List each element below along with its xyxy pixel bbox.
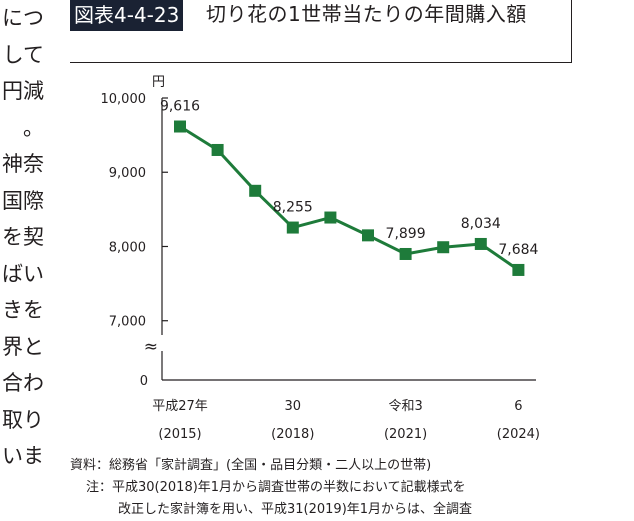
body-text-line: ばい [2,261,44,286]
data-point [474,237,487,250]
note-label: 注： [86,480,113,495]
data-point [174,120,186,133]
footnote-continued: 改正した家計簿を用い、平成31(2019)年1月からは、全調査 [70,499,634,521]
data-point [211,143,224,156]
y-tick-label: 10,000 [101,92,147,107]
x-tick-label: 6 [514,399,522,414]
note-text-1: 平成30(2018)年1月から調査世帯の半数において記載様式を [112,480,466,495]
body-text-line: 取り [2,407,44,432]
body-text-line: につ [2,6,44,30]
x-tick-year-label: (2021) [384,427,427,442]
data-label: 7,684 [498,242,538,258]
footnote: 注：平成30(2018)年1月から調査世帯の半数において記載様式を [70,477,634,499]
figure-notes: 資料：総務省「家計調査」(全国・品目分類・二人以上の世帯) 注：平成30(201… [70,455,634,521]
y-tick-label: 7,000 [109,315,146,330]
body-text-line: 。 [23,115,44,140]
data-label: 7,899 [386,226,426,242]
line-chart: 円 ≈0 7,000 8,000 9,000 10,000 9,616 8,255 7,899 8… [101,75,541,442]
data-label: 9,616 [160,99,200,115]
figure-header: 図表4-4-23 切り花の1世帯当たりの年間購入額 [70,0,572,63]
y-tick-label: 9,000 [109,166,146,181]
x-tick-year-label: (2018) [271,427,314,442]
data-point [512,263,525,276]
source-text: 総務省「家計調査」(全国・品目分類・二人以上の世帯) [109,458,432,473]
y-axis-unit: 円 [152,75,165,90]
y-tick-label: 8,000 [109,240,146,255]
source-note: 資料：総務省「家計調査」(全国・品目分類・二人以上の世帯) [70,455,634,477]
data-point [324,211,337,224]
body-text-line: 神奈 [2,152,44,176]
note-text-2: 改正した家計簿を用い、平成31(2019)年1月からは、全調査 [118,502,473,517]
body-text-column: につ して 円減 。 神奈 国際 を契 ばい きを 界と 合わ 取り いま [0,0,44,521]
data-point [399,247,412,260]
series-line [179,125,520,272]
data-label: 8,255 [273,200,313,216]
body-text-line: きを [2,298,44,322]
data-label: 8,034 [461,216,501,232]
data-point [286,221,299,234]
body-text-line: いま [2,444,44,468]
x-tick-label: 30 [285,399,302,414]
figure-number: 図表4-4-23 [70,0,184,31]
x-tick-label: 平成27年 [152,399,208,414]
data-point [362,229,374,242]
body-text-line: を契 [2,225,44,249]
body-text-line: 国際 [2,188,44,213]
data-point [249,184,262,197]
x-tick-year-label: (2024) [497,427,540,442]
x-tick-year-label: (2015) [158,427,201,442]
body-text-line: 円減 [2,79,44,103]
x-tick-label: 令和3 [388,399,422,414]
body-text-line: 合わ [2,371,44,395]
figure-title: 切り花の1世帯当たりの年間購入額 [206,2,527,26]
y-tick-label-zero: 0 [140,374,148,389]
axis-break-symbol: ≈ [144,337,158,357]
body-text-line: 界と [2,334,44,359]
source-label: 資料： [70,458,110,473]
data-point [437,241,450,254]
body-text-line: して [2,42,44,67]
